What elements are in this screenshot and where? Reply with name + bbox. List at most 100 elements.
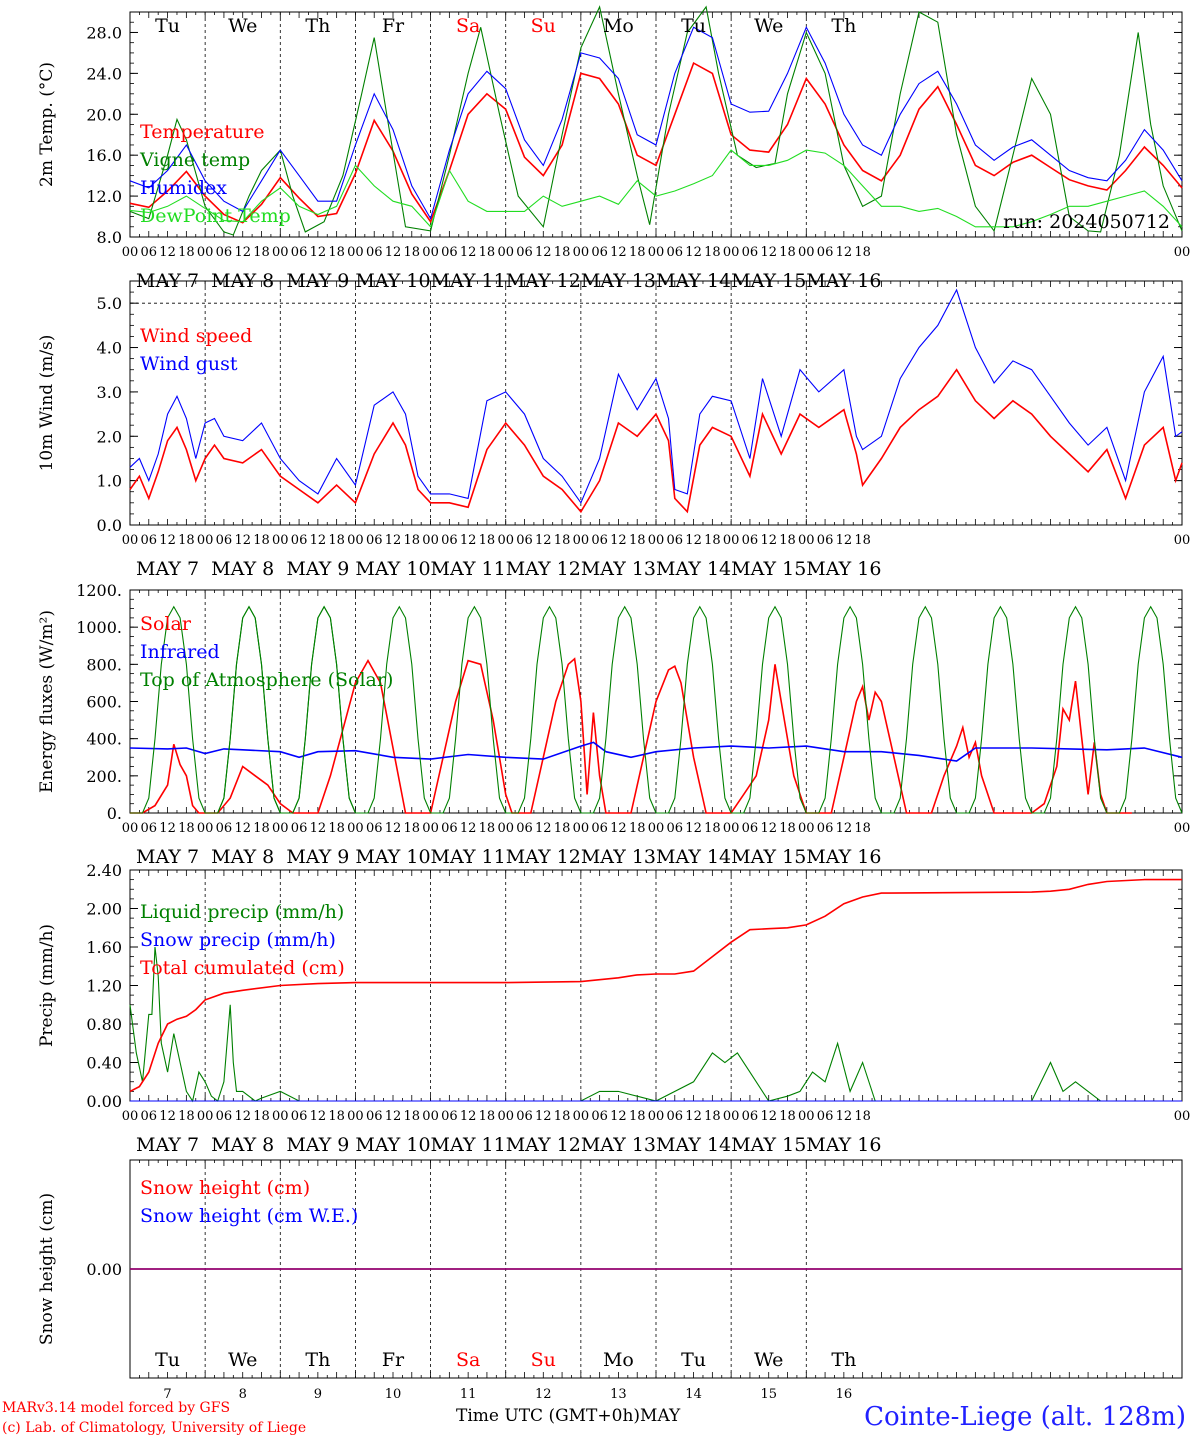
hour-tick-label: 12 xyxy=(310,1109,327,1124)
series-line-top-of-atmosphere-solar xyxy=(881,605,958,814)
hour-tick-label: 00 xyxy=(497,1109,514,1124)
weekday-label: Su xyxy=(531,15,556,37)
weekday-label: We xyxy=(228,15,257,37)
hour-tick-label: 18 xyxy=(779,821,796,836)
hour-tick-label: 06 xyxy=(516,533,533,548)
hour-tick-label: 06 xyxy=(291,533,308,548)
hour-tick-label: 12 xyxy=(159,245,176,260)
hour-tick-label: 12 xyxy=(685,533,702,548)
hour-tick-label: 12 xyxy=(685,821,702,836)
hour-tick-label: 06 xyxy=(216,533,233,548)
hour-tick-label: 00 xyxy=(648,1109,665,1124)
hour-tick-label: 00 xyxy=(422,821,439,836)
hour-tick-label: 06 xyxy=(291,821,308,836)
weekday-label: Th xyxy=(831,1349,856,1371)
date-label: MAY 14 xyxy=(656,558,731,580)
legend-entry: Wind speed xyxy=(140,325,252,347)
hour-tick-label: 12 xyxy=(310,821,327,836)
y-tick-label: 1.20 xyxy=(86,977,122,996)
series-line-top-of-atmosphere-solar xyxy=(656,605,732,814)
hour-tick-label: 00 xyxy=(573,1109,590,1124)
hour-tick-label: 00 xyxy=(723,533,740,548)
hour-tick-label: 12 xyxy=(234,245,251,260)
hour-tick-label: 00 xyxy=(422,1109,439,1124)
hour-tick-label: 18 xyxy=(404,1109,421,1124)
hour-tick-label: 00 xyxy=(422,533,439,548)
hour-tick-label: 12 xyxy=(385,821,402,836)
hour-tick-label: 12 xyxy=(460,1109,477,1124)
hour-tick-label: 18 xyxy=(253,245,270,260)
hour-tick-label: 12 xyxy=(234,821,251,836)
hour-tick-label: 12 xyxy=(159,533,176,548)
date-label: MAY 15 xyxy=(731,846,806,868)
day-number-label: 7 xyxy=(163,1387,171,1402)
hour-tick-label: 12 xyxy=(760,533,777,548)
date-label: MAY 12 xyxy=(506,558,581,580)
hour-tick-label: 12 xyxy=(685,245,702,260)
date-label: MAY 12 xyxy=(506,846,581,868)
x-axis-month: MAY xyxy=(640,1406,681,1426)
day-number-label: 9 xyxy=(314,1387,322,1402)
panel-3: 0. 200. 400. 600. 800. 1000. 1200. Energy fluxe… xyxy=(37,581,1190,868)
hour-tick-label: 18 xyxy=(704,821,721,836)
hour-tick-label: 18 xyxy=(629,533,646,548)
hour-tick-label: 00 xyxy=(197,245,214,260)
date-label: MAY 13 xyxy=(581,1134,656,1156)
hour-tick-label: 06 xyxy=(667,245,684,260)
legend-entry: Solar xyxy=(140,613,192,635)
hour-tick-label: 06 xyxy=(817,1109,834,1124)
hour-tick-label: 00 xyxy=(798,1109,815,1124)
hour-tick-label: 18 xyxy=(404,245,421,260)
hour-tick-label: 00 xyxy=(723,1109,740,1124)
y-tick-label: 8.0 xyxy=(97,228,122,247)
series-line-temperature xyxy=(129,61,1183,224)
date-label: MAY 10 xyxy=(355,1134,430,1156)
legend-entry: Total cumulated (cm) xyxy=(140,957,345,979)
panel-1: 8.0 12.0 16.0 20.0 24.0 28.0 2m Temp. (°C) Temp… xyxy=(37,5,1190,292)
hour-tick-label: 06 xyxy=(216,821,233,836)
weekday-label: Mo xyxy=(603,1349,634,1371)
hour-tick-label: 00 xyxy=(122,1109,139,1124)
weekday-label: Tu xyxy=(155,15,180,37)
legend-entry: Snow height (cm W.E.) xyxy=(140,1205,358,1227)
hour-tick-label: 18 xyxy=(328,821,345,836)
series-line-top-of-atmosphere-solar xyxy=(806,605,882,814)
weekday-label: Tu xyxy=(681,15,706,37)
hour-tick-label: 00 xyxy=(272,821,289,836)
hour-tick-label: 06 xyxy=(366,821,383,836)
hour-tick-label: 00 xyxy=(723,245,740,260)
y-tick-label: 0.0 xyxy=(97,516,122,535)
hour-tick-label: 12 xyxy=(836,821,853,836)
hour-tick-label: 12 xyxy=(610,1109,627,1124)
hour-tick-label: 06 xyxy=(591,245,608,260)
hour-tick-label: 06 xyxy=(141,821,158,836)
hour-tick-label: 06 xyxy=(366,245,383,260)
hour-tick-label: 00 xyxy=(122,821,139,836)
y-tick-label: 1000. xyxy=(76,618,122,637)
hour-tick-label: 12 xyxy=(836,1109,853,1124)
hour-tick-label: 18 xyxy=(178,533,195,548)
hour-tick-label: 00 xyxy=(798,245,815,260)
y-tick-label: 2.0 xyxy=(97,427,122,446)
y-tick-label: 400. xyxy=(86,730,122,749)
hour-tick-label: 12 xyxy=(535,245,552,260)
weekday-label: Fr xyxy=(382,15,405,37)
hour-tick-label: 06 xyxy=(591,821,608,836)
hour-tick-label: 18 xyxy=(253,821,270,836)
hour-tick-label: 18 xyxy=(554,245,571,260)
hour-tick-label: 00 xyxy=(347,1109,364,1124)
hour-tick-label: 00 xyxy=(573,245,590,260)
hour-tick-label: 06 xyxy=(817,533,834,548)
y-tick-label: 12.0 xyxy=(86,187,122,206)
date-label: MAY 7 xyxy=(136,846,199,868)
day-number-label: 14 xyxy=(685,1387,702,1402)
hour-tick-label: 06 xyxy=(742,1109,759,1124)
weekday-label: Su xyxy=(531,1349,556,1371)
hour-tick-label: 18 xyxy=(328,533,345,548)
panel-5: 0.00 Snow height (cm) Snow height (cm) Snow… xyxy=(37,1159,1183,1379)
date-label: MAY 9 xyxy=(286,558,349,580)
hour-tick-label: 06 xyxy=(366,1109,383,1124)
y-axis-label: 10m Wind (m/s) xyxy=(37,335,57,472)
hour-tick-label: 06 xyxy=(141,245,158,260)
hour-tick-label: 12 xyxy=(610,821,627,836)
